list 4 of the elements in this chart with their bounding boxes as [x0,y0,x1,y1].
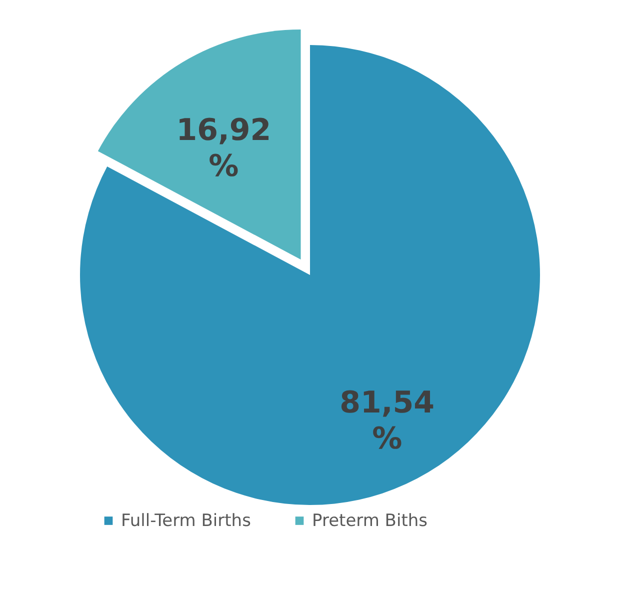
data-label: 16,92 % [176,112,272,184]
legend-label: Preterm Biths [312,510,428,531]
legend-label: Full-Term Births [121,510,252,531]
data-label: 81,54 % [340,386,435,457]
